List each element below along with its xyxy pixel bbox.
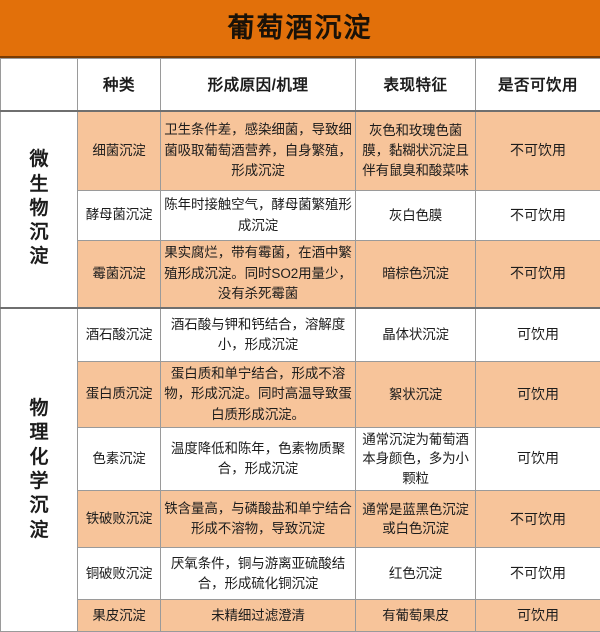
table-header-row: 种类 形成原因/机理 表现特征 是否可饮用 [1,59,600,111]
header-cell-feature: 表现特征 [356,59,476,111]
table-row: 酵母菌沉淀 陈年时接触空气，酵母菌繁殖形成沉淀 灰白色膜 不可饮用 [1,191,600,241]
table-row: 蛋白质沉淀 蛋白质和单宁结合，形成不溶物，形成沉淀。同时高温导致蛋白质形成沉淀。… [1,362,600,428]
cell-cause: 卫生条件差，感染细菌，导致细菌吸取葡萄酒营养，自身繁殖，形成沉淀 [161,111,356,191]
table-body: 种类 形成原因/机理 表现特征 是否可饮用 微 生 物 沉 淀 细菌沉淀 卫 [1,59,600,632]
title-banner: 葡萄酒沉淀 [0,0,600,58]
cell-kind: 霉菌沉淀 [78,241,161,308]
table-row: 色素沉淀 温度降低和陈年，色素物质聚合，形成沉淀 通常沉淀为葡萄酒本身颜色，多为… [1,427,600,491]
cell-kind: 果皮沉淀 [78,600,161,632]
table-row: 铁破败沉淀 铁含量高，与磷酸盐和单宁结合形成不溶物，导致沉淀 通常是蓝黑色沉淀或… [1,491,600,548]
cell-cause: 酒石酸与钾和钙结合，溶解度小，形成沉淀 [161,308,356,362]
cell-kind: 细菌沉淀 [78,111,161,191]
table-row: 物 理 化 学 沉 淀 酒石酸沉淀 酒石酸与钾和钙结合，溶解度小，形成沉淀 晶体… [1,308,600,362]
cell-drinkable: 可饮用 [476,362,600,428]
table-row: 微 生 物 沉 淀 细菌沉淀 卫生条件差，感染细菌，导致细菌吸取葡萄酒营养，自身… [1,111,600,191]
cell-feature: 红色沉淀 [356,548,476,600]
cell-drinkable: 可饮用 [476,600,600,632]
cell-feature: 暗棕色沉淀 [356,241,476,308]
sediment-table: 种类 形成原因/机理 表现特征 是否可饮用 微 生 物 沉 淀 细菌沉淀 卫 [0,58,600,632]
cell-drinkable: 可饮用 [476,427,600,491]
cell-feature: 灰白色膜 [356,191,476,241]
cell-feature: 有葡萄果皮 [356,600,476,632]
cell-cause: 未精细过滤澄清 [161,600,356,632]
cell-kind: 色素沉淀 [78,427,161,491]
table-row: 铜破败沉淀 厌氧条件，铜与游离亚硫酸结合，形成硫化铜沉淀 红色沉淀 不可饮用 [1,548,600,600]
cell-drinkable: 不可饮用 [476,241,600,308]
cell-feature: 絮状沉淀 [356,362,476,428]
group-label-vertical-text: 微 生 物 沉 淀 [4,148,74,270]
cell-feature: 通常沉淀为葡萄酒本身颜色，多为小颗粒 [356,427,476,491]
cell-cause: 蛋白质和单宁结合，形成不溶物，形成沉淀。同时高温导致蛋白质形成沉淀。 [161,362,356,428]
cell-drinkable: 可饮用 [476,308,600,362]
table-row: 霉菌沉淀 果实腐烂，带有霉菌，在酒中繁殖形成沉淀。同时SO2用量少，没有杀死霉菌… [1,241,600,308]
cell-cause: 铁含量高，与磷酸盐和单宁结合形成不溶物，导致沉淀 [161,491,356,548]
cell-feature: 晶体状沉淀 [356,308,476,362]
cell-drinkable: 不可饮用 [476,191,600,241]
header-cell-kind: 种类 [78,59,161,111]
cell-kind: 酵母菌沉淀 [78,191,161,241]
cell-kind: 蛋白质沉淀 [78,362,161,428]
cell-cause: 果实腐烂，带有霉菌，在酒中繁殖形成沉淀。同时SO2用量少，没有杀死霉菌 [161,241,356,308]
table-row: 果皮沉淀 未精细过滤澄清 有葡萄果皮 可饮用 [1,600,600,632]
cell-kind: 酒石酸沉淀 [78,308,161,362]
cell-drinkable: 不可饮用 [476,548,600,600]
group-label-physicochemical: 物 理 化 学 沉 淀 [1,308,78,632]
cell-kind: 铜破败沉淀 [78,548,161,600]
header-cell-group [1,59,78,111]
cell-cause: 厌氧条件，铜与游离亚硫酸结合，形成硫化铜沉淀 [161,548,356,600]
cell-kind: 铁破败沉淀 [78,491,161,548]
cell-drinkable: 不可饮用 [476,491,600,548]
cell-feature: 灰色和玫瑰色菌膜，黏糊状沉淀且伴有鼠臭和酸菜味 [356,111,476,191]
group-label-microbial: 微 生 物 沉 淀 [1,111,78,308]
cell-cause: 温度降低和陈年，色素物质聚合，形成沉淀 [161,427,356,491]
cell-cause: 陈年时接触空气，酵母菌繁殖形成沉淀 [161,191,356,241]
header-cell-drinkable: 是否可饮用 [476,59,600,111]
header-cell-cause: 形成原因/机理 [161,59,356,111]
cell-feature: 通常是蓝黑色沉淀或白色沉淀 [356,491,476,548]
cell-drinkable: 不可饮用 [476,111,600,191]
group-label-vertical-text: 物 理 化 学 沉 淀 [4,397,74,543]
page-title: 葡萄酒沉淀 [228,15,373,42]
